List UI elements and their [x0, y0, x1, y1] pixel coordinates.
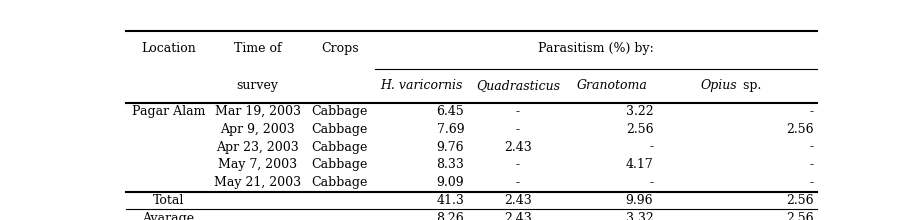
Text: 9.09: 9.09 — [437, 176, 464, 189]
Text: Total: Total — [153, 194, 184, 207]
Text: -: - — [516, 105, 519, 118]
Text: May 7, 2003: May 7, 2003 — [218, 158, 297, 171]
Text: -: - — [809, 158, 813, 171]
Text: Location: Location — [141, 42, 196, 55]
Text: Apr 23, 2003: Apr 23, 2003 — [216, 141, 299, 154]
Text: -: - — [516, 158, 519, 171]
Text: 9.76: 9.76 — [437, 141, 464, 154]
Text: 2.56: 2.56 — [625, 123, 652, 136]
Text: Avarage: Avarage — [142, 212, 194, 220]
Text: Time of: Time of — [233, 42, 281, 55]
Text: Cabbage: Cabbage — [311, 123, 368, 136]
Text: 3.22: 3.22 — [625, 105, 652, 118]
Text: 6.45: 6.45 — [437, 105, 464, 118]
Text: 41.3: 41.3 — [436, 194, 464, 207]
Text: 8.33: 8.33 — [436, 158, 464, 171]
Text: Cabbage: Cabbage — [311, 176, 368, 189]
Text: Pagar Alam: Pagar Alam — [131, 105, 205, 118]
Text: 2.43: 2.43 — [504, 212, 531, 220]
Text: survey: survey — [236, 79, 278, 92]
Text: H. varicornis: H. varicornis — [380, 79, 462, 92]
Text: 2.43: 2.43 — [504, 141, 531, 154]
Text: Crops: Crops — [321, 42, 358, 55]
Text: May 21, 2003: May 21, 2003 — [214, 176, 301, 189]
Text: Apr 9, 2003: Apr 9, 2003 — [220, 123, 295, 136]
Text: 2.56: 2.56 — [785, 194, 813, 207]
Text: 8.26: 8.26 — [437, 212, 464, 220]
Text: -: - — [649, 176, 652, 189]
Text: Opius: Opius — [699, 79, 736, 92]
Text: Quadrasticus: Quadrasticus — [475, 79, 560, 92]
Text: sp.: sp. — [738, 79, 760, 92]
Text: 2.43: 2.43 — [504, 194, 531, 207]
Text: -: - — [809, 176, 813, 189]
Text: Cabbage: Cabbage — [311, 105, 368, 118]
Text: 4.17: 4.17 — [625, 158, 652, 171]
Text: -: - — [516, 176, 519, 189]
Text: -: - — [809, 141, 813, 154]
Text: -: - — [809, 105, 813, 118]
Text: 2.56: 2.56 — [785, 123, 813, 136]
Text: -: - — [516, 123, 519, 136]
Text: Cabbage: Cabbage — [311, 141, 368, 154]
Text: Cabbage: Cabbage — [311, 158, 368, 171]
Text: Granotoma: Granotoma — [576, 79, 647, 92]
Text: 7.69: 7.69 — [437, 123, 464, 136]
Text: 3.32: 3.32 — [625, 212, 652, 220]
Text: 9.96: 9.96 — [625, 194, 652, 207]
Text: Parasitism (%) by:: Parasitism (%) by: — [538, 42, 653, 55]
Text: 2.56: 2.56 — [785, 212, 813, 220]
Text: Mar 19, 2003: Mar 19, 2003 — [214, 105, 301, 118]
Text: -: - — [649, 141, 652, 154]
